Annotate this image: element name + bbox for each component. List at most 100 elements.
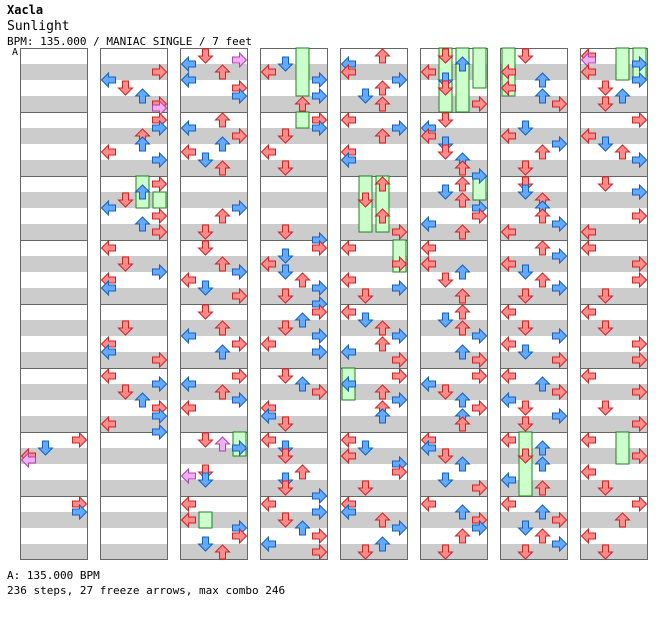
down-arrow xyxy=(357,480,374,496)
right-arrow xyxy=(472,207,488,225)
beat-stripe xyxy=(20,192,88,208)
beat-stripe xyxy=(180,480,248,496)
beat-stripe xyxy=(260,512,328,528)
beat-stripe xyxy=(180,96,248,112)
left-arrow xyxy=(420,63,436,81)
beat-stripe xyxy=(260,416,328,432)
up-arrow xyxy=(454,504,471,520)
up-arrow xyxy=(534,272,551,288)
up-arrow xyxy=(534,456,551,472)
left-arrow xyxy=(260,335,276,353)
up-arrow xyxy=(454,192,471,208)
right-arrow xyxy=(632,151,648,169)
up-arrow xyxy=(134,184,151,200)
down-arrow xyxy=(597,288,614,304)
beat-stripe xyxy=(20,96,88,112)
left-arrow xyxy=(340,239,356,257)
right-arrow xyxy=(152,263,168,281)
beat-stripe xyxy=(100,320,168,336)
right-arrow xyxy=(472,95,488,113)
beat-stripe xyxy=(20,256,88,272)
beat-stripe xyxy=(580,288,648,304)
down-arrow xyxy=(277,320,294,336)
beat-stripe xyxy=(180,352,248,368)
down-arrow xyxy=(277,416,294,432)
beat-stripe xyxy=(420,96,488,112)
up-arrow xyxy=(534,72,551,88)
beat-stripe xyxy=(500,448,568,464)
left-arrow xyxy=(180,375,196,393)
left-arrow xyxy=(100,239,116,257)
beat-stripe xyxy=(100,256,168,272)
beat-stripe xyxy=(340,160,408,176)
left-arrow xyxy=(180,327,196,345)
beat-stripe xyxy=(20,352,88,368)
down-arrow xyxy=(517,264,534,280)
left-arrow xyxy=(100,279,116,297)
down-arrow xyxy=(437,448,454,464)
down-arrow xyxy=(357,192,374,208)
beat-stripe xyxy=(260,352,328,368)
right-arrow xyxy=(472,327,488,345)
beat-stripe xyxy=(580,512,648,528)
left-arrow xyxy=(180,399,196,417)
right-arrow xyxy=(392,71,408,89)
beat-stripe xyxy=(580,256,648,272)
right-arrow xyxy=(72,503,88,521)
right-arrow xyxy=(392,119,408,137)
right-arrow xyxy=(232,367,248,385)
up-arrow xyxy=(534,504,551,520)
right-arrow xyxy=(552,383,568,401)
beat-stripe xyxy=(500,320,568,336)
left-arrow xyxy=(340,343,356,361)
beat-stripe xyxy=(20,448,88,464)
left-arrow xyxy=(500,223,516,241)
beat-stripe xyxy=(500,192,568,208)
up-arrow xyxy=(294,464,311,480)
song-title: Sunlight xyxy=(7,19,70,34)
up-arrow xyxy=(214,544,231,560)
down-arrow xyxy=(597,400,614,416)
freeze-arrow xyxy=(472,47,487,89)
beat-stripe xyxy=(340,128,408,144)
beat-stripe xyxy=(340,448,408,464)
right-arrow xyxy=(552,407,568,425)
right-arrow xyxy=(152,175,168,193)
up-arrow xyxy=(294,272,311,288)
down-arrow xyxy=(277,160,294,176)
down-arrow xyxy=(597,96,614,112)
down-arrow xyxy=(277,512,294,528)
beat-stripe xyxy=(500,384,568,400)
left-arrow xyxy=(500,471,516,489)
left-arrow xyxy=(580,431,596,449)
beat-stripe xyxy=(180,160,248,176)
up-arrow xyxy=(214,320,231,336)
up-arrow xyxy=(454,224,471,240)
beat-stripe xyxy=(340,416,408,432)
up-arrow xyxy=(454,176,471,192)
beat-stripe xyxy=(340,480,408,496)
left-arrow xyxy=(100,143,116,161)
right-arrow xyxy=(312,279,328,297)
left-arrow xyxy=(580,527,596,545)
down-arrow xyxy=(517,344,534,360)
up-arrow xyxy=(214,136,231,152)
down-arrow xyxy=(357,544,374,560)
right-arrow xyxy=(472,167,488,185)
down-arrow xyxy=(197,240,214,256)
right-arrow xyxy=(232,335,248,353)
beat-stripe xyxy=(180,128,248,144)
left-arrow xyxy=(420,495,436,513)
beat-stripe xyxy=(260,384,328,400)
up-arrow xyxy=(294,96,311,112)
beat-stripe xyxy=(500,544,568,560)
beat-stripe xyxy=(100,96,168,112)
down-arrow xyxy=(357,440,374,456)
left-arrow xyxy=(340,431,356,449)
beat-stripe xyxy=(20,384,88,400)
down-arrow xyxy=(517,400,534,416)
beat-stripe xyxy=(500,160,568,176)
up-arrow xyxy=(214,64,231,80)
right-arrow xyxy=(552,135,568,153)
left-arrow xyxy=(260,407,276,425)
